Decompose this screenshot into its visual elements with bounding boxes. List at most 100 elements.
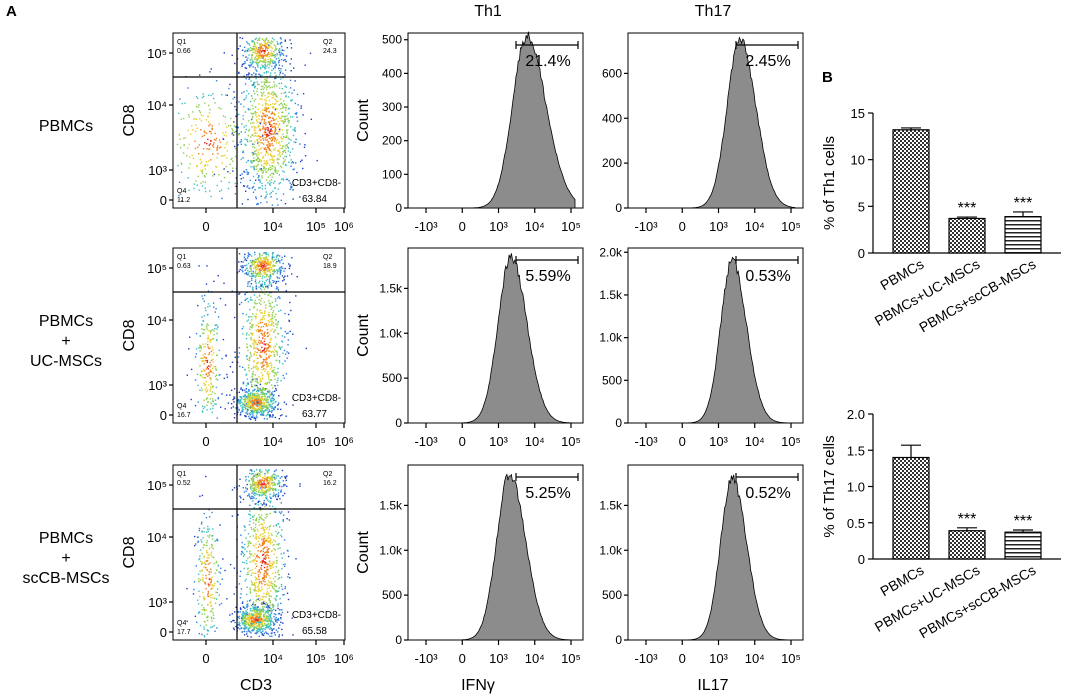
dot-event: [270, 52, 272, 54]
dot-event: [257, 486, 259, 488]
dot-event: [270, 584, 273, 587]
dot-event: [238, 293, 240, 295]
dot-event: [260, 608, 263, 611]
dot-event: [212, 372, 214, 374]
dot-event: [205, 373, 207, 375]
dot-event: [272, 622, 275, 624]
dot-event: [268, 143, 270, 145]
dot-event: [259, 609, 262, 611]
dot-event: [254, 395, 256, 398]
dot-event: [253, 348, 255, 350]
dot-event: [253, 470, 255, 473]
dot-event: [247, 401, 249, 404]
dot-event: [207, 615, 209, 618]
dot-event: [250, 401, 252, 403]
dot-event: [240, 411, 242, 414]
dot-event: [259, 351, 261, 353]
dot-event: [254, 553, 256, 555]
dot-event: [284, 336, 286, 338]
dot-event: [277, 130, 280, 133]
dot-event: [222, 558, 224, 560]
dot-event: [220, 180, 222, 182]
dot-event: [242, 177, 244, 179]
dot-event: [266, 568, 268, 571]
dot-event: [253, 490, 255, 492]
dot-event: [264, 270, 266, 272]
dot-event: [264, 293, 266, 295]
dot-event: [268, 469, 270, 471]
dot-event: [281, 568, 283, 570]
dot-event: [241, 620, 243, 622]
dot-event: [251, 397, 253, 399]
dot-event: [248, 78, 250, 80]
dot-event: [255, 405, 258, 407]
dot-event: [278, 511, 281, 513]
dot-event: [216, 591, 219, 594]
dot-event: [262, 118, 264, 120]
dot-event: [258, 589, 260, 591]
dot-event: [242, 552, 244, 555]
dot-event: [260, 527, 263, 530]
dot-event: [251, 515, 254, 518]
dot-event: [286, 146, 289, 148]
dot-event: [211, 346, 214, 348]
dot-event: [256, 266, 258, 268]
dot-event: [262, 630, 264, 632]
dot-event: [251, 375, 254, 377]
dot-event: [265, 195, 267, 197]
dot-event: [237, 402, 240, 404]
dot-event: [254, 618, 256, 620]
dot-event: [291, 148, 294, 150]
dot-event: [266, 171, 268, 173]
dot-event: [258, 629, 260, 632]
dot-event: [256, 173, 258, 175]
dot-event: [258, 578, 260, 581]
dot-event: [189, 163, 191, 165]
dot-event: [274, 345, 276, 347]
dot-event: [281, 259, 283, 261]
dot-event: [270, 133, 272, 136]
hist-ytick-label: 0: [395, 201, 402, 215]
dot-event: [270, 567, 272, 570]
dot-event: [267, 625, 269, 627]
dot-event: [284, 85, 286, 87]
dot-event: [273, 561, 275, 563]
dot-event: [263, 609, 265, 611]
dot-event: [278, 104, 281, 106]
dot-event: [206, 164, 209, 166]
dot-event: [263, 260, 266, 263]
dot-event: [246, 383, 249, 385]
dot-event: [272, 138, 274, 141]
dot-event: [296, 116, 298, 118]
dot-event: [261, 280, 264, 283]
dot-event: [272, 371, 274, 373]
dot-event: [273, 81, 275, 83]
dot-event: [253, 589, 255, 591]
dot-event: [264, 361, 267, 363]
dot-event: [272, 144, 274, 147]
dot-event: [248, 612, 250, 615]
dot-event: [232, 140, 234, 142]
dot-event: [268, 121, 270, 123]
dot-event: [284, 492, 286, 495]
dot-event: [276, 260, 278, 263]
dot-event: [271, 475, 273, 477]
dot-event: [259, 479, 261, 481]
dot-event: [259, 261, 261, 264]
dot-event: [292, 134, 295, 137]
dot-event: [211, 386, 214, 389]
dot-event: [268, 625, 270, 628]
dot-event: [276, 54, 278, 56]
dot-event: [204, 187, 206, 189]
dot-event: [201, 324, 203, 326]
dot-event: [205, 381, 207, 383]
dot-event: [215, 139, 217, 141]
dot-event: [264, 575, 266, 577]
dot-event: [264, 487, 266, 489]
dot-event: [204, 346, 206, 348]
dot-event: [262, 315, 265, 317]
dot-event: [284, 563, 286, 565]
dot-event: [256, 390, 258, 392]
dot-event: [261, 619, 263, 621]
dot-event: [258, 507, 260, 509]
